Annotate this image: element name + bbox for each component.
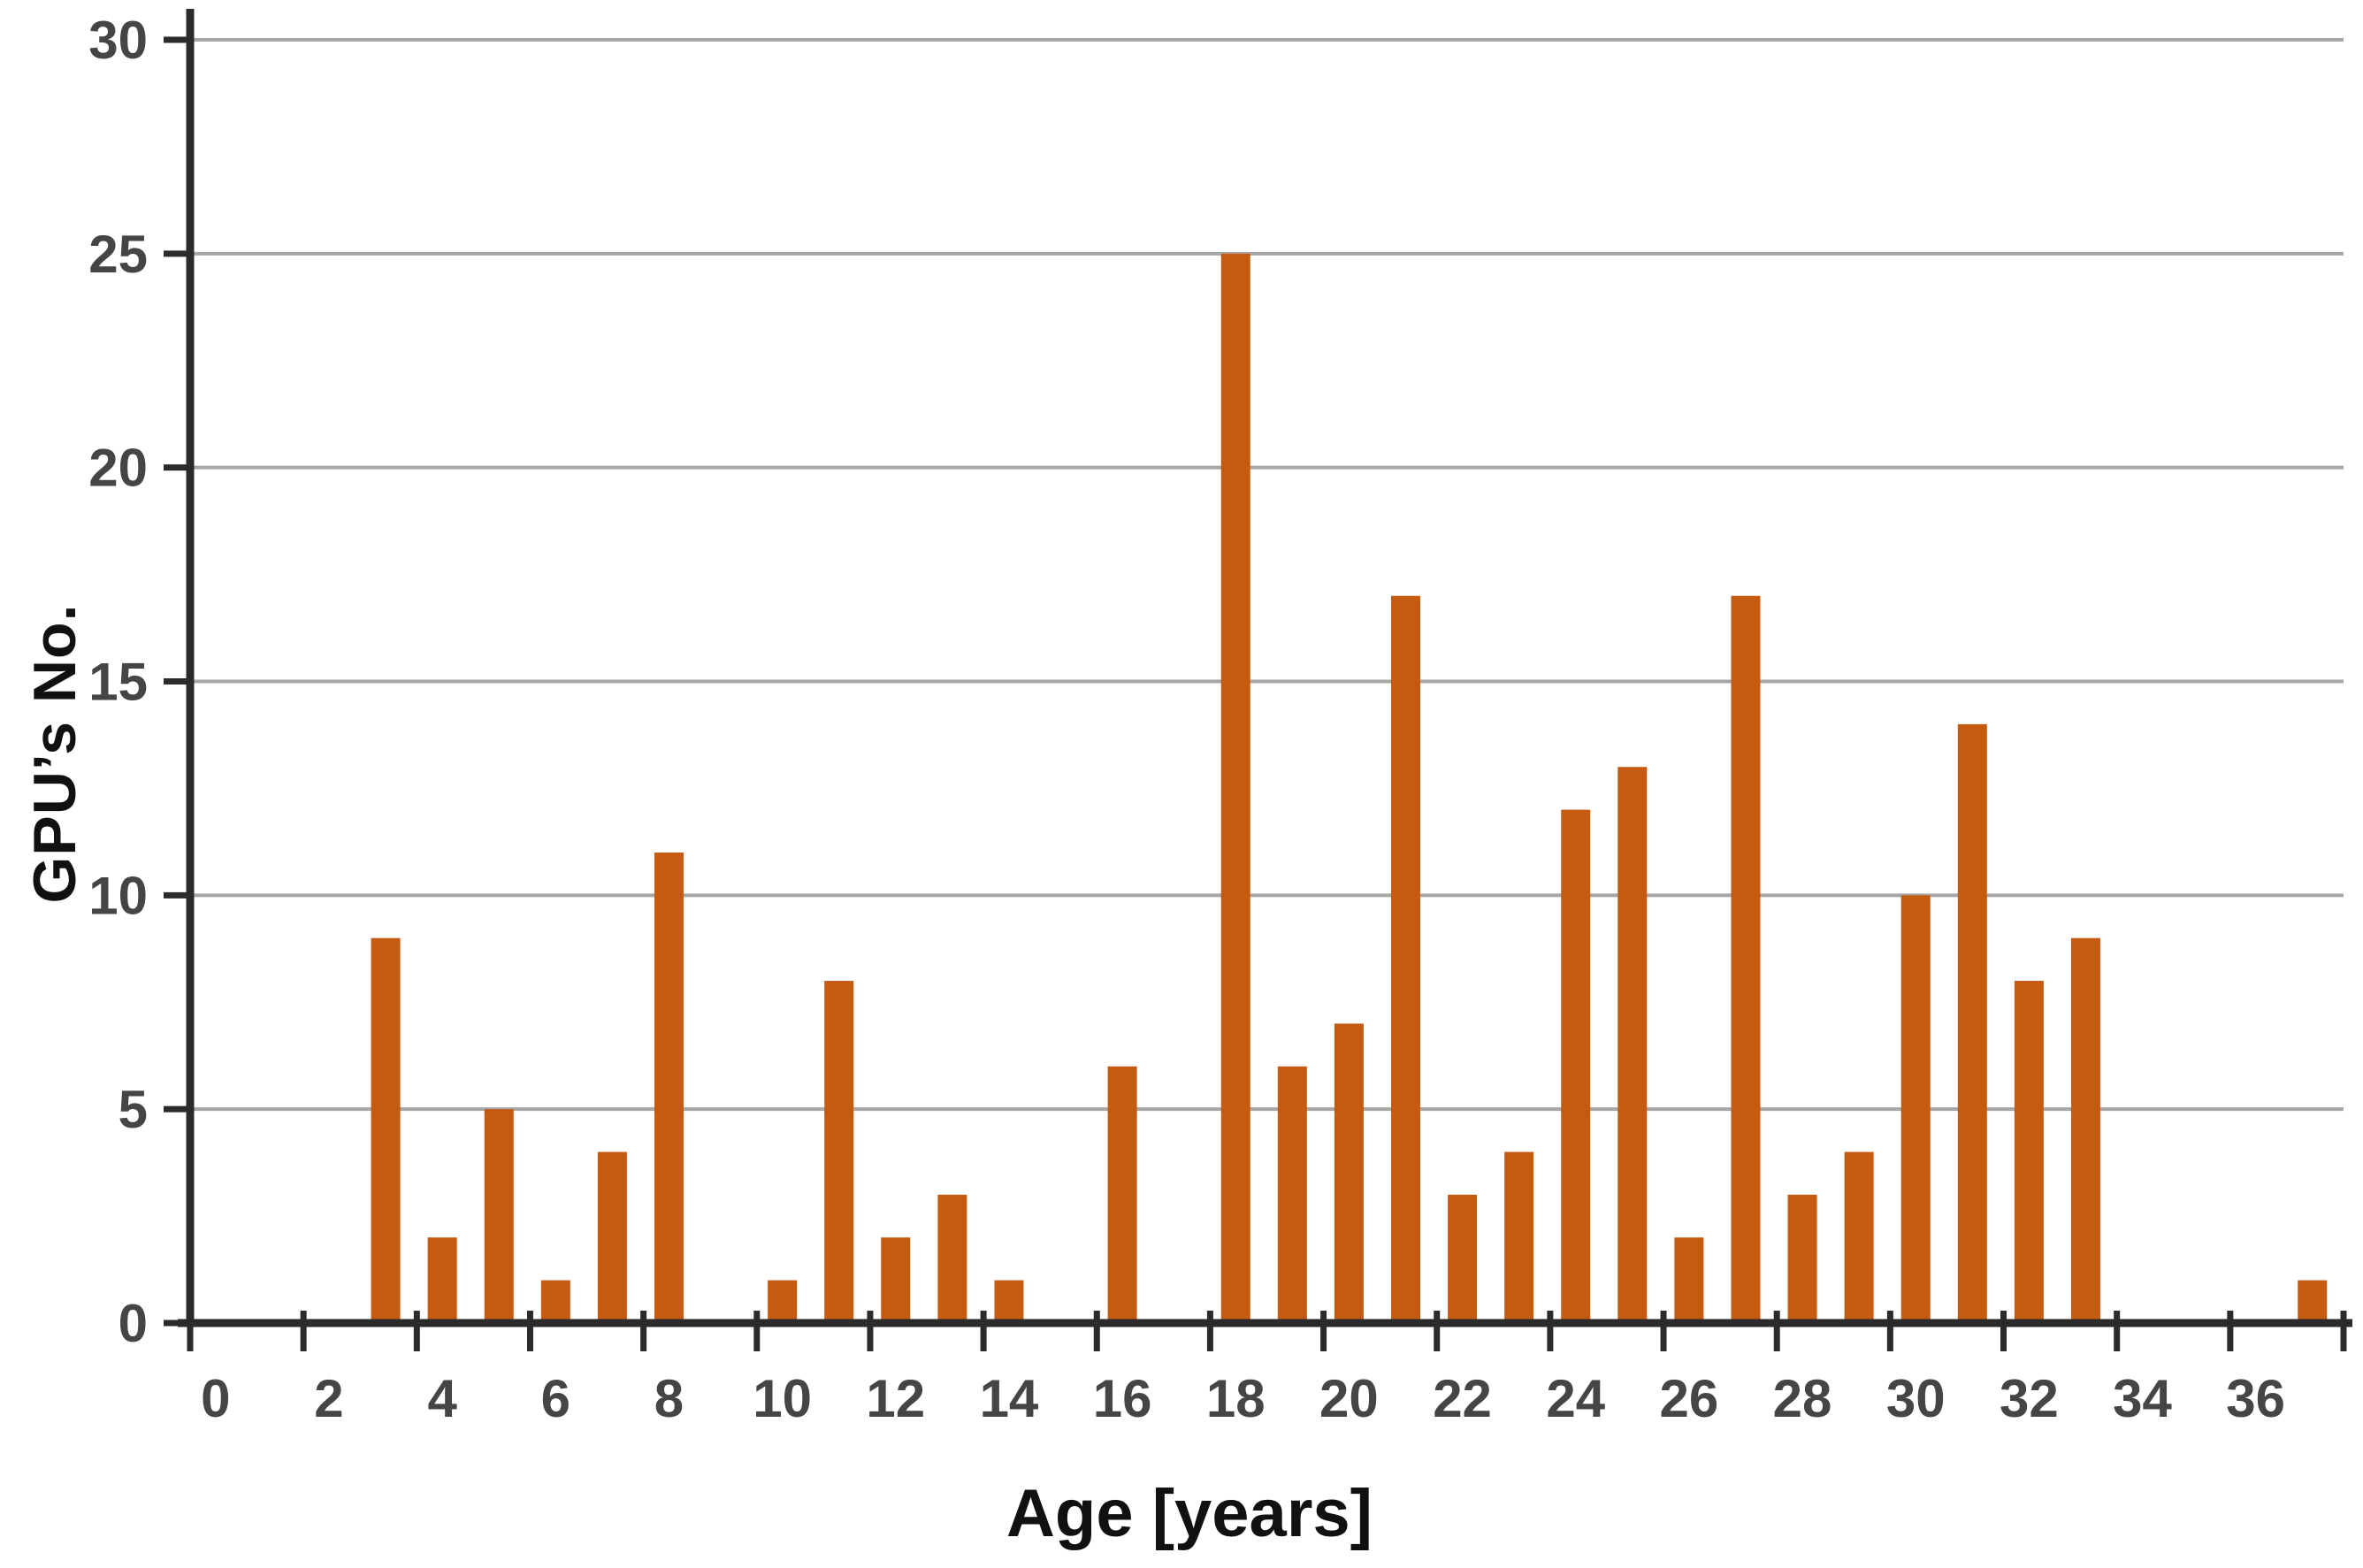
x-tick-label-16: 16 [1093,1369,1152,1428]
y-tick-label-20: 20 [88,439,148,498]
x-tick-label-22: 22 [1433,1369,1492,1428]
bar-age-25 [1617,767,1648,1323]
y-axis-title: GPU’s No. [21,603,88,904]
x-tick-label-20: 20 [1319,1369,1379,1428]
x-tick-label-8: 8 [654,1369,684,1428]
bar-age-5 [484,1109,514,1323]
bar-age-11 [824,981,854,1323]
bar-age-18 [1220,253,1250,1323]
x-tick-label-24: 24 [1546,1369,1605,1428]
y-tick-label-10: 10 [88,866,148,925]
x-tick-label-32: 32 [2000,1369,2059,1428]
bar-age-27 [1731,595,1761,1323]
y-tick-label-15: 15 [88,653,148,712]
y-tick-label-25: 25 [88,225,148,284]
bar-age-13 [937,1194,967,1323]
bar-age-3 [371,937,401,1323]
y-tick-label-5: 5 [119,1080,148,1139]
bar-age-14 [994,1280,1024,1323]
bar-age-6 [540,1280,570,1323]
x-tick-label-4: 4 [427,1369,457,1428]
x-tick-label-26: 26 [1660,1369,1719,1428]
bar-age-31 [1957,723,1987,1323]
x-tick-label-12: 12 [866,1369,925,1428]
y-tick-label-0: 0 [119,1294,148,1353]
y-tick-label-30: 30 [88,11,148,70]
x-tick-label-30: 30 [1886,1369,1946,1428]
x-tick-label-36: 36 [2226,1369,2285,1428]
x-tick-label-14: 14 [980,1369,1039,1428]
bar-age-33 [2070,937,2100,1323]
bar-age-16 [1107,1066,1137,1323]
bar-age-4 [427,1237,457,1323]
bar-age-7 [597,1151,627,1323]
bar-age-21 [1390,595,1420,1323]
x-tick-label-2: 2 [314,1369,343,1428]
x-tick-label-34: 34 [2113,1369,2172,1428]
bar-age-22 [1448,1194,1478,1323]
x-tick-label-6: 6 [541,1369,570,1428]
x-tick-label-0: 0 [201,1369,230,1428]
bar-age-26 [1674,1237,1704,1323]
bar-age-37 [2298,1280,2328,1323]
bar-age-24 [1561,809,1591,1323]
x-tick-label-18: 18 [1206,1369,1266,1428]
bar-age-8 [654,852,684,1323]
bar-age-12 [881,1237,911,1323]
bar-age-10 [768,1280,798,1323]
bar-age-20 [1334,1023,1364,1323]
bar-age-23 [1504,1151,1534,1323]
bar-age-19 [1277,1066,1307,1323]
bar-age-32 [2014,981,2044,1323]
x-tick-label-28: 28 [1773,1369,1832,1428]
bar-age-28 [1787,1194,1817,1323]
bar-age-30 [1900,895,1931,1323]
x-axis-title: Age [years] [1006,1476,1373,1551]
x-tick-label-10: 10 [753,1369,812,1428]
bar-age-29 [1844,1151,1874,1323]
